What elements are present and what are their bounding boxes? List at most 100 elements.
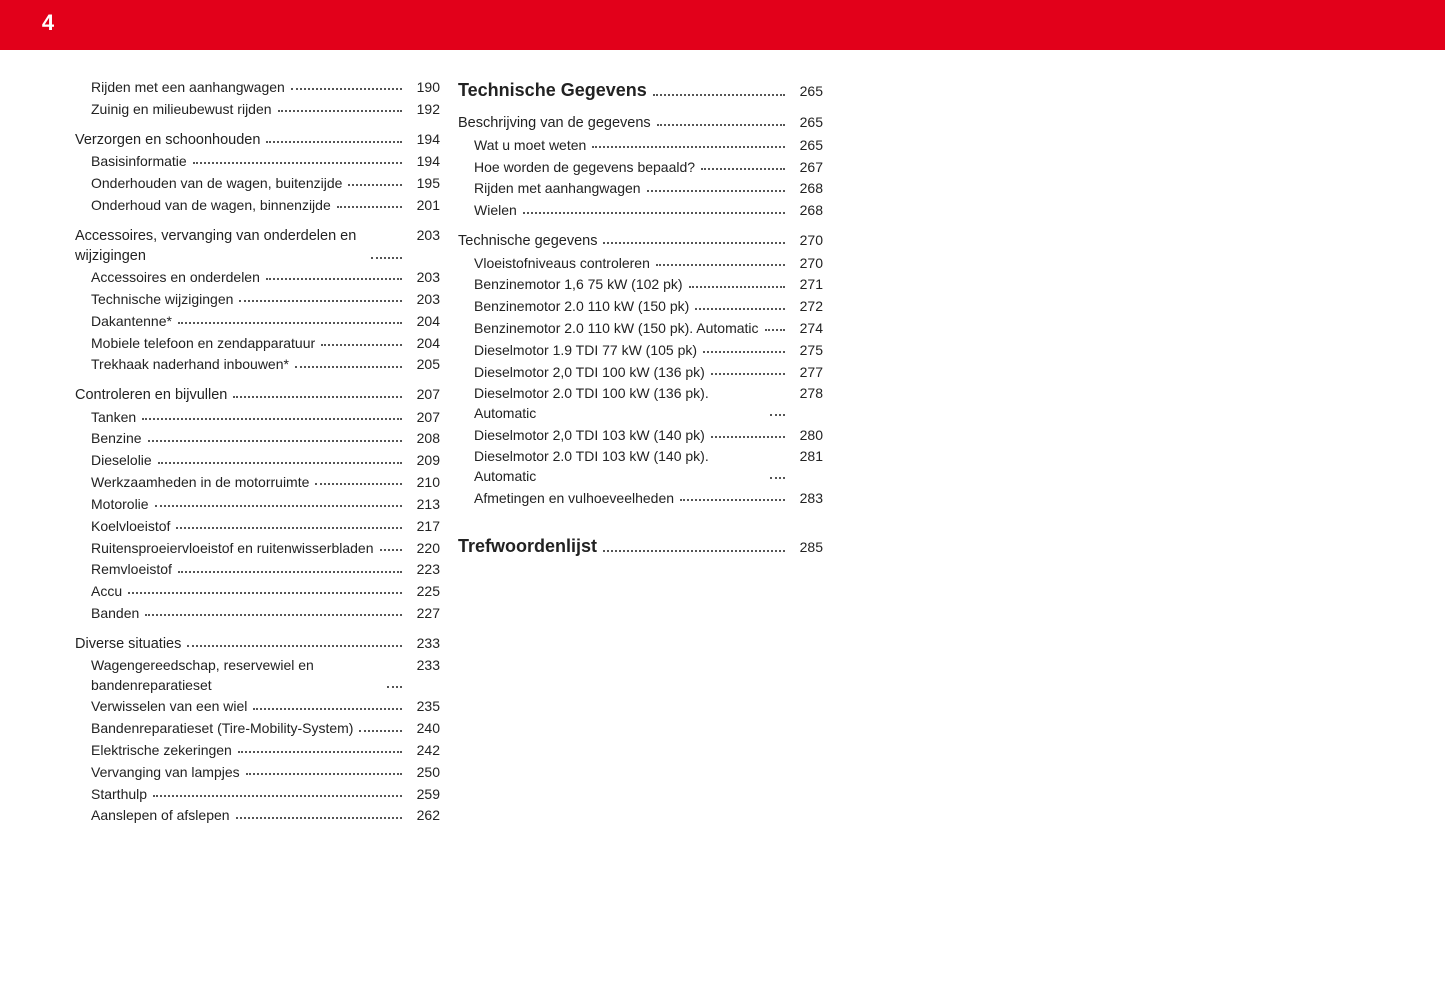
toc-row: Benzinemotor 2.0 110 kW (150 pk)272 [458,297,823,316]
toc-row: Accu225 [75,582,440,601]
toc-label: Tanken [91,408,136,427]
toc-page: 223 [406,560,440,579]
toc-label: Onderhoud van de wagen, binnenzijde [91,196,331,215]
toc-row: Hoe worden de gegevens bepaald?267 [458,158,823,177]
toc-dots [193,162,402,164]
toc-row: Zuinig en milieubewust rijden192 [75,100,440,119]
toc-label: Mobiele telefoon en zendapparatuur [91,334,315,353]
toc-dots [148,440,402,442]
toc-row: Bandenreparatieset (Tire-Mobility-System… [75,719,440,738]
toc-dots [523,212,785,214]
toc-label: Controleren en bijvullen [75,385,227,405]
toc-row: Elektrische zekeringen242 [75,741,440,760]
toc-dots [278,110,402,112]
toc-row: Verwisselen van een wiel235 [75,697,440,716]
toc-label: Afmetingen en vulhoeveelheden [474,489,674,508]
toc-row: Tanken 207 [75,408,440,427]
toc-row: Controleren en bijvullen207 [75,385,440,405]
toc-label: Vervanging van lampjes [91,763,240,782]
toc-dots [711,373,785,375]
toc-page: 201 [406,196,440,215]
toc-label: Rijden met aanhangwagen [474,179,641,198]
toc-row: Dakantenne*204 [75,312,440,331]
toc-label: Verzorgen en schoonhouden [75,130,260,150]
toc-row: Trefwoordenlijst285 [458,534,823,559]
toc-label: Werkzaamheden in de motorruimte [91,473,309,492]
toc-gap [75,626,440,634]
toc-row: Basisinformatie194 [75,152,440,171]
toc-label: Bandenreparatieset (Tire-Mobility-System… [91,719,353,738]
toc-label: Benzinemotor 1,6 75 kW (102 pk) [474,275,683,294]
toc-column-2: Technische Gegevens265Beschrijving van d… [458,78,823,828]
toc-row: Benzinemotor 2.0 110 kW (150 pk). Automa… [458,319,823,338]
toc-page: 207 [406,408,440,427]
toc-label: Zuinig en milieubewust rijden [91,100,272,119]
toc-label: Benzinemotor 2.0 110 kW (150 pk) [474,297,689,316]
toc-dots [238,751,402,753]
toc-page: 220 [406,539,440,558]
toc-row: Vervanging van lampjes250 [75,763,440,782]
toc-label: Technische wijzigingen [91,290,233,309]
toc-page: 277 [789,363,823,382]
toc-page: 203 [406,226,440,245]
toc-label: Dieselmotor 2.0 TDI 100 kW (136 pk). Aut… [474,384,764,423]
toc-dots [695,308,785,310]
toc-label: Trekhaak naderhand inbouwen* [91,355,289,374]
toc-dots [647,190,785,192]
toc-gap [458,105,823,113]
toc-dots [291,88,402,90]
toc-label: Diverse situaties [75,634,181,654]
toc-label: Technische gegevens [458,231,597,251]
toc-page: 280 [789,426,823,445]
toc-row: Dieselmotor 1.9 TDI 77 kW (105 pk) 275 [458,341,823,360]
toc-page: 235 [406,697,440,716]
toc-dots [680,499,785,501]
toc-page: 194 [406,130,440,149]
toc-dots [657,124,785,126]
toc-dots [603,242,785,244]
toc-dots [359,730,402,732]
toc-label: Accessoires en onderdelen [91,268,260,287]
toc-row: Dieselolie209 [75,451,440,470]
toc-label: Onderhouden van de wagen, buitenzijde [91,174,342,193]
toc-row: Benzinemotor 1,6 75 kW (102 pk)271 [458,275,823,294]
toc-dots [178,322,402,324]
toc-row: Dieselmotor 2,0 TDI 103 kW (140 pk)280 [458,426,823,445]
toc-label: Dakantenne* [91,312,172,331]
toc-gap [75,377,440,385]
toc-row: Aanslepen of afslepen262 [75,806,440,825]
toc-dots [155,505,402,507]
toc-content: Rijden met een aanhangwagen190 Zuinig en … [75,78,823,828]
toc-dots [770,477,785,479]
toc-page: 233 [406,656,440,675]
toc-page: 242 [406,741,440,760]
toc-dots [371,257,402,259]
toc-gap [458,510,823,518]
toc-dots [337,206,402,208]
toc-label: Dieselmotor 1.9 TDI 77 kW (105 pk) [474,341,697,360]
toc-gap [75,218,440,226]
toc-page: 195 [406,174,440,193]
toc-row: Rijden met aanhangwagen268 [458,179,823,198]
toc-page: 203 [406,268,440,287]
toc-row: Rijden met een aanhangwagen190 [75,78,440,97]
toc-label: Remvloeistof [91,560,172,579]
toc-dots [145,614,402,616]
toc-page: 204 [406,334,440,353]
toc-dots [142,418,402,420]
toc-page: 275 [789,341,823,360]
toc-row: Wielen268 [458,201,823,220]
toc-dots [348,184,402,186]
toc-row: Ruitensproeiervloeistof en ruitenwisserb… [75,539,440,558]
toc-dots [770,414,785,416]
toc-page: 283 [789,489,823,508]
toc-row: Dieselmotor 2.0 TDI 100 kW (136 pk). Aut… [458,384,823,423]
toc-label: Benzinemotor 2.0 110 kW (150 pk). Automa… [474,319,759,338]
toc-label: Dieselmotor 2.0 TDI 103 kW (140 pk). Aut… [474,447,764,486]
toc-dots [380,549,403,551]
toc-row: Technische Gegevens265 [458,78,823,103]
toc-row: Remvloeistof 223 [75,560,440,579]
toc-page: 262 [406,806,440,825]
toc-page: 190 [406,78,440,97]
toc-label: Benzine [91,429,142,448]
